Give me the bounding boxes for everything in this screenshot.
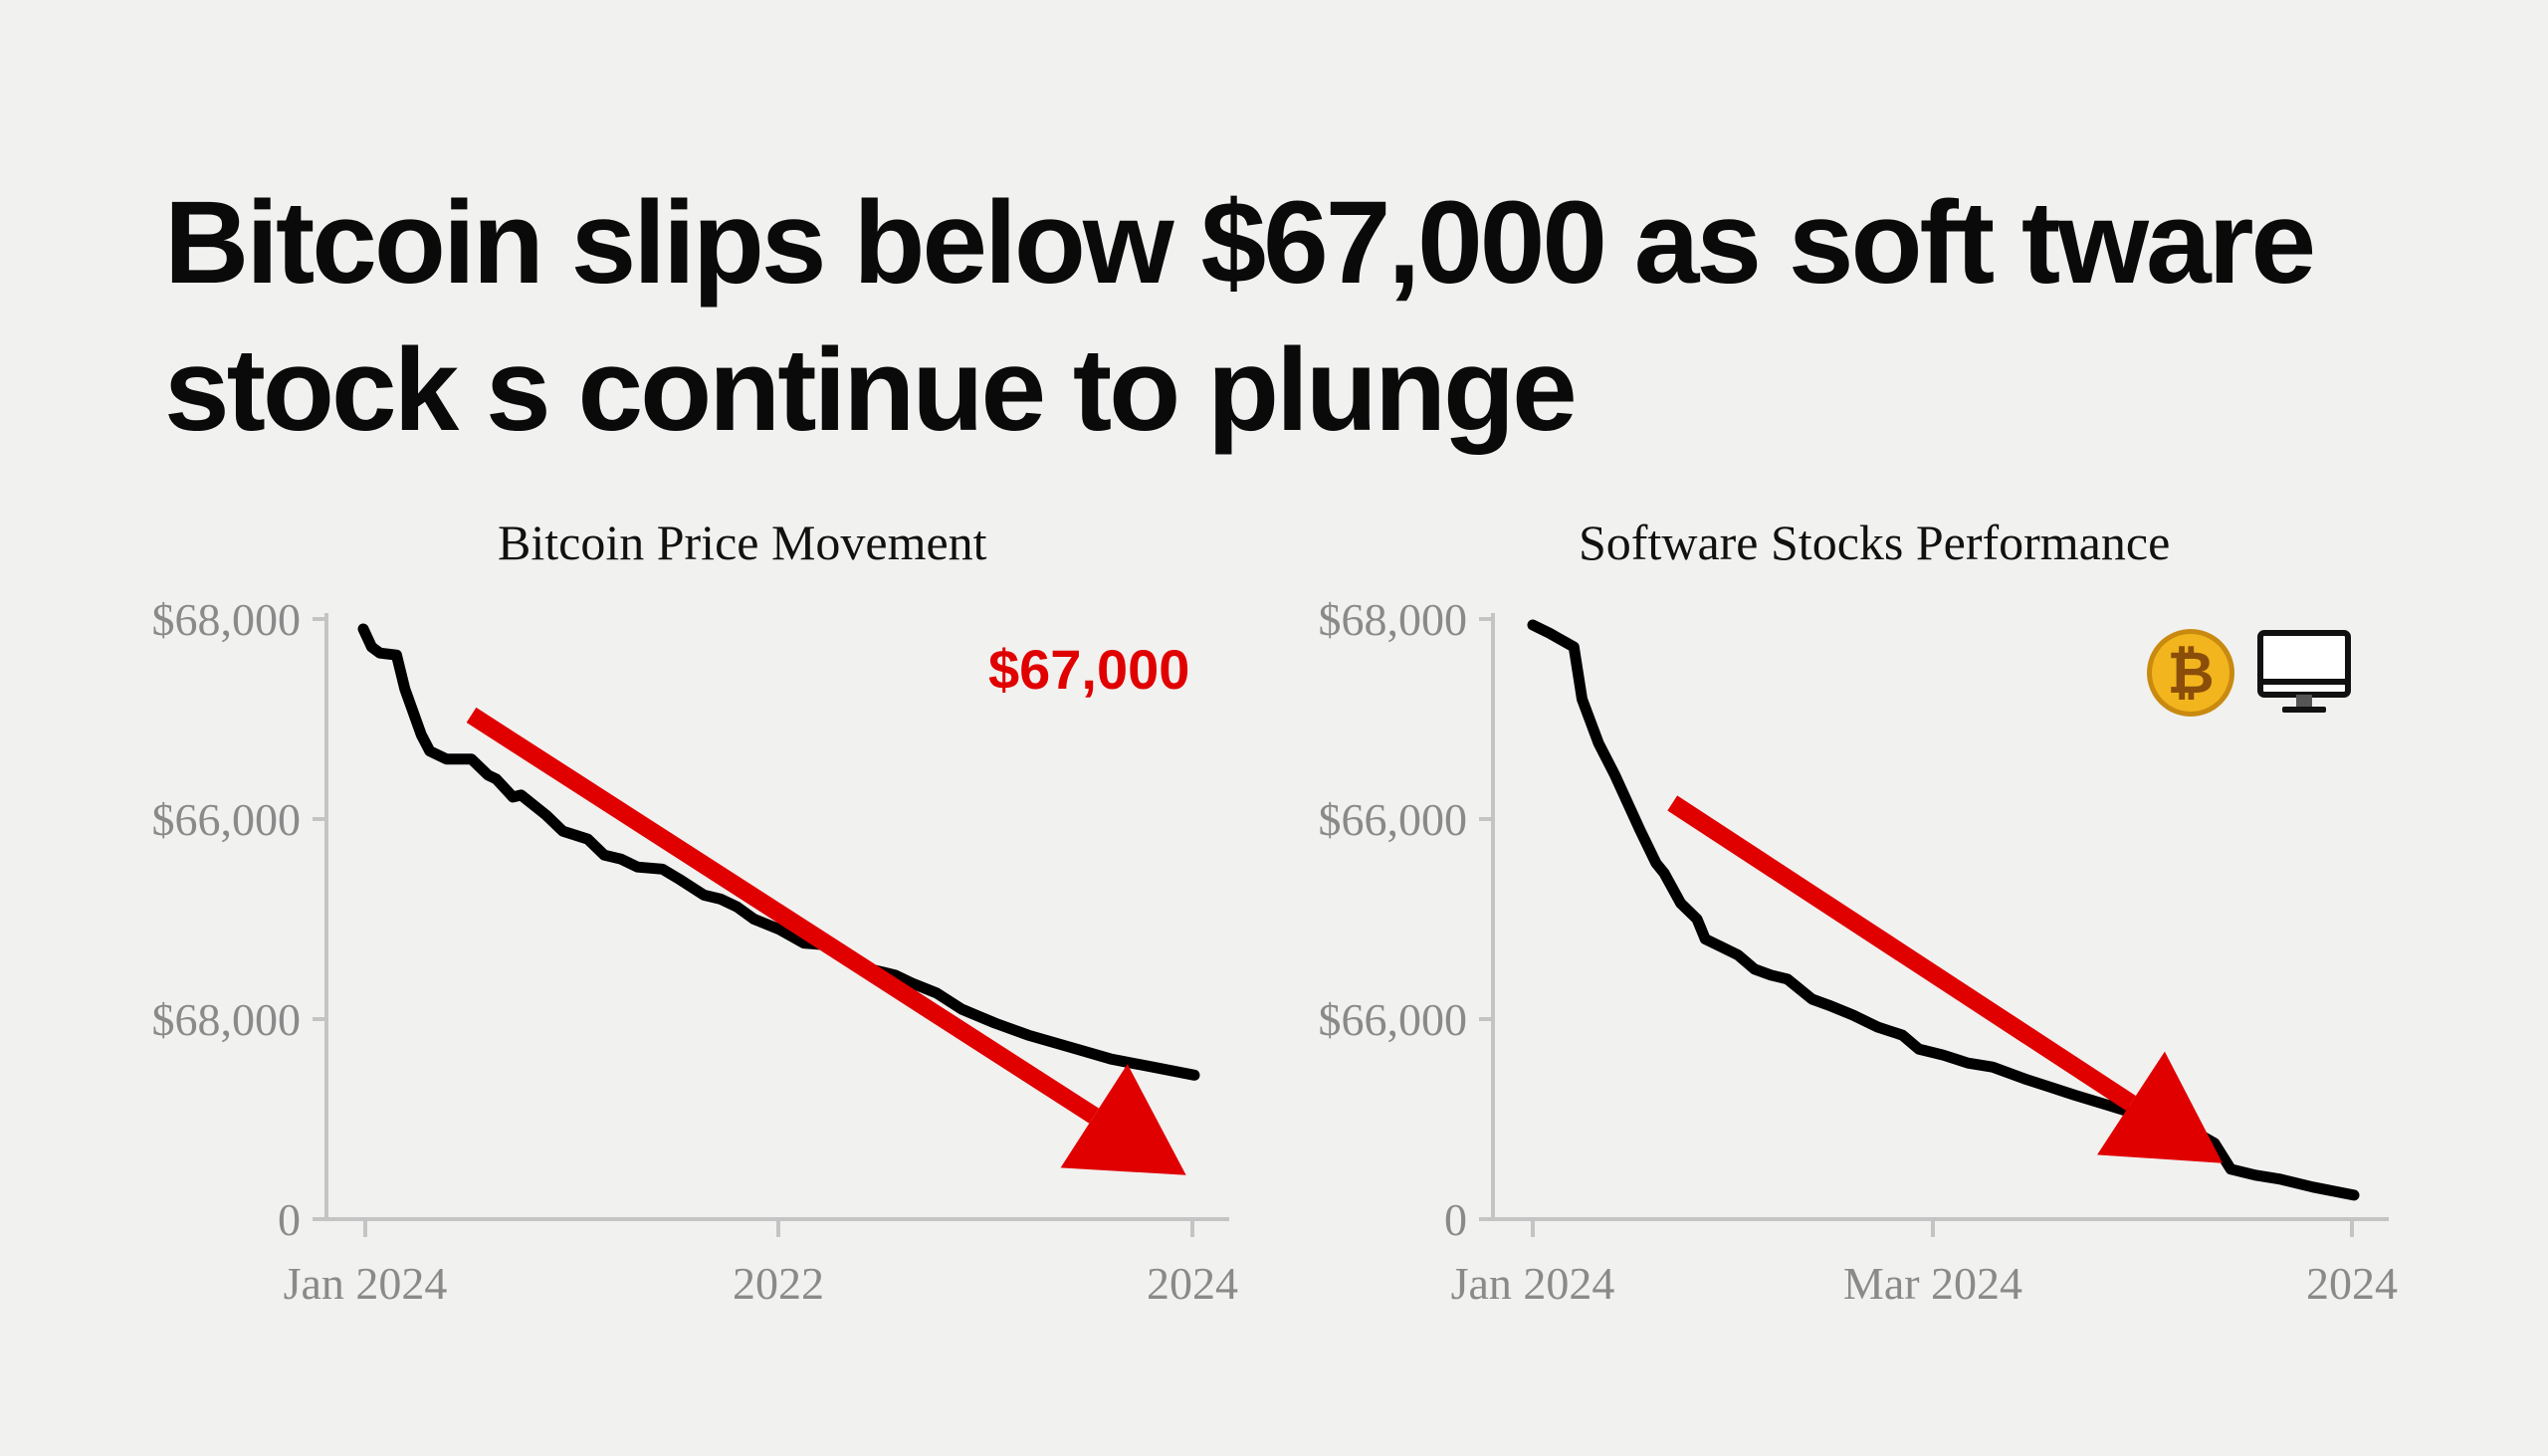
- y-tick-label: $68,000: [152, 994, 302, 1045]
- y-tick-label: $66,000: [152, 794, 302, 845]
- x-tick-label: 2024: [2306, 1258, 2398, 1309]
- bitcoin-chart-plot: $68,000 $66,000 $68,000 0 Jan 2024 2022 2024: [152, 594, 1239, 1309]
- svg-text:₿: ₿: [2167, 641, 2214, 706]
- y-tick-label: $68,000: [1319, 594, 1468, 645]
- chart-title: Software Stocks Performance: [1579, 515, 2171, 570]
- x-tick-label: Jan 2024: [284, 1258, 448, 1309]
- y-tick-label: 0: [278, 1194, 301, 1245]
- bitcoin-chart: Bitcoin Price Movement $67,000 $68,000 $6…: [0, 498, 1254, 1344]
- y-tick-label: $66,000: [1319, 994, 1468, 1045]
- trend-arrow-shaft: [1667, 795, 2136, 1112]
- x-tick-label: 2022: [733, 1258, 824, 1309]
- monitor-icon: [2256, 627, 2352, 724]
- software-chart: Software Stocks Performance ₿ $68,000 $66…: [1264, 498, 2548, 1344]
- software-chart-plot: $68,000 $66,000 $66,000 0 Jan 2024 Mar 2024 20…: [1319, 594, 2399, 1309]
- trend-arrow-shaft: [466, 707, 1100, 1124]
- chart-title: Bitcoin Price Movement: [498, 515, 987, 570]
- headline: Bitcoin slips below $67,000 as soft twar…: [164, 177, 2316, 456]
- x-tick-label: 2024: [1147, 1258, 1238, 1309]
- price-callout: $67,000: [988, 638, 1190, 701]
- x-tick-label: Mar 2024: [1843, 1258, 2022, 1309]
- bitcoin-icon: ₿: [2145, 627, 2236, 724]
- icon-group: ₿: [2145, 627, 2352, 724]
- trend-arrow-head: [2097, 1051, 2223, 1163]
- trend-arrow-head: [1060, 1064, 1186, 1175]
- series-line: [1527, 619, 2360, 1201]
- x-tick-label: Jan 2024: [1451, 1258, 1615, 1309]
- y-tick-label: $68,000: [152, 594, 302, 645]
- series-line: [357, 623, 1200, 1081]
- y-tick-label: $66,000: [1319, 794, 1468, 845]
- y-tick-label: 0: [1444, 1194, 1467, 1245]
